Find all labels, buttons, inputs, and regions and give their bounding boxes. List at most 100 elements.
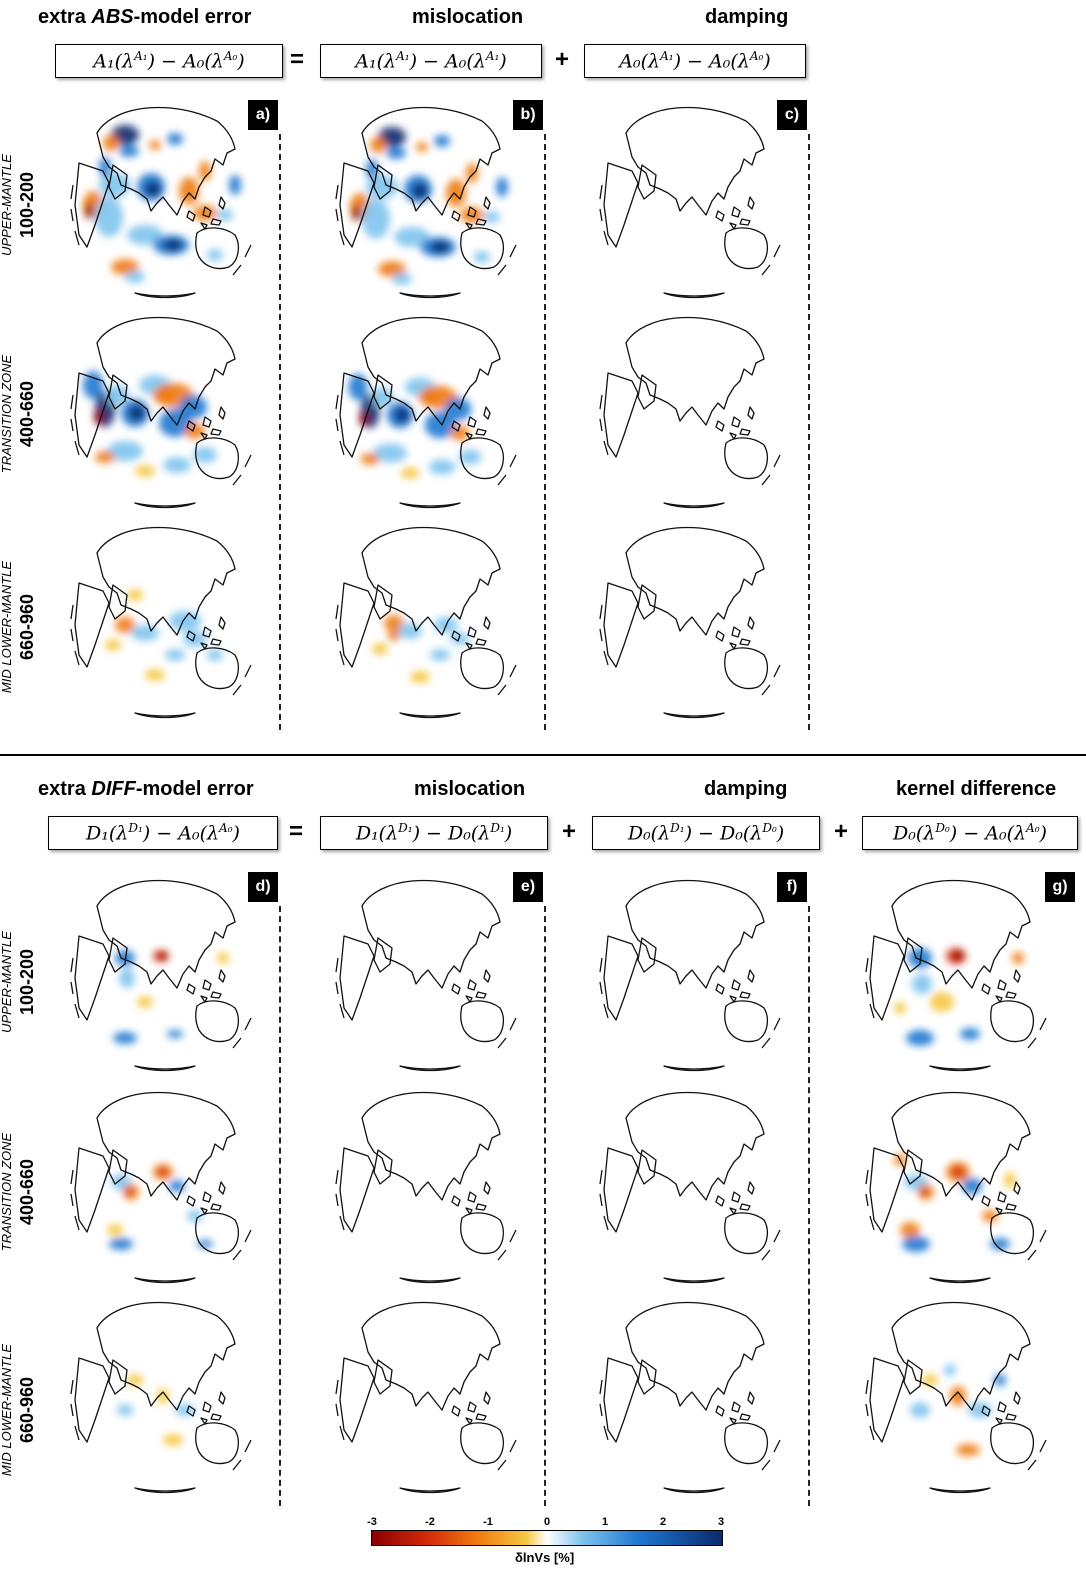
anomaly-blob [428, 459, 456, 475]
anomaly-blob [119, 968, 135, 988]
anomaly-blob [444, 397, 472, 421]
coastline [195, 1422, 240, 1465]
colorbar-tick: 2 [659, 1516, 667, 1528]
anomaly-blob [158, 1167, 168, 1177]
anomaly-blob [352, 205, 360, 221]
anomaly-blob [458, 449, 482, 465]
coastline [891, 1301, 1031, 1411]
anomaly-blob [129, 405, 145, 421]
coastline [1013, 1181, 1021, 1195]
coastline [210, 218, 222, 226]
globe-map [335, 1091, 517, 1284]
coastline [186, 983, 196, 995]
row-label-transition-bottom: TRANSITION ZONE 400-660 [0, 1132, 37, 1252]
anomaly-blob [388, 629, 400, 641]
anomaly-blob [990, 1238, 1010, 1250]
coastline [865, 1379, 1047, 1471]
anomaly-blob [920, 1188, 928, 1196]
anomaly-blob [95, 197, 123, 237]
colorbar [371, 1530, 723, 1546]
anomaly-blob [125, 1188, 133, 1196]
divider-d [279, 906, 281, 1506]
coastline [465, 995, 473, 1003]
coastline [186, 1195, 196, 1207]
coastline [891, 1091, 1031, 1201]
coastline [74, 582, 110, 668]
colorbar-tick: 1 [601, 1516, 609, 1528]
anomaly-blob [199, 161, 211, 181]
coastline [475, 428, 487, 436]
coastline [729, 1417, 737, 1425]
globe-map [70, 526, 252, 719]
equation-term-mislocation-diff: D₁(λD₁) − D₀(λD₁) [320, 816, 548, 850]
coastline [729, 1207, 737, 1215]
coastline [186, 630, 196, 642]
globe-map [599, 879, 781, 1072]
anomaly-blob [169, 1180, 185, 1192]
anomaly-blob [163, 457, 191, 473]
anomaly-blob [944, 1364, 956, 1376]
coastline [399, 502, 461, 509]
coastline [637, 1149, 657, 1185]
coastline [715, 420, 725, 432]
anomaly-blob [167, 133, 183, 145]
coastline [200, 222, 208, 230]
coastline [70, 184, 252, 276]
coastline [200, 1417, 208, 1425]
coastline [108, 164, 128, 200]
row-label-transition-top: TRANSITION ZONE 400-660 [0, 354, 37, 474]
coastline [724, 1000, 769, 1043]
anomaly-blob [394, 227, 430, 247]
title-abs-error: extra ABS-model error [38, 6, 252, 28]
anomaly-blob [908, 948, 932, 968]
equals-sign-top: = [290, 46, 305, 73]
coastline [663, 712, 725, 719]
globe-map [865, 1091, 1047, 1284]
anomaly-blob [430, 241, 450, 253]
equation-term-damping-diff: D₀(λD₁) − D₀(λD₀) [592, 816, 820, 850]
coastline [715, 1405, 725, 1417]
anomaly-blob [229, 175, 241, 195]
coastline [361, 526, 501, 636]
coastline [997, 1191, 1007, 1203]
anomaly-blob [416, 142, 428, 152]
coastline [739, 1203, 751, 1211]
coastline [599, 957, 781, 1049]
coastline [465, 432, 473, 440]
coastline [995, 1207, 1003, 1215]
anomaly-blob [962, 1178, 982, 1194]
title-kernel-difference: kernel difference [896, 778, 1057, 800]
coastline [599, 1379, 781, 1471]
coastline [483, 969, 491, 983]
coastline [399, 712, 461, 719]
anomaly-blob [145, 181, 161, 197]
anomaly-blob [394, 407, 410, 423]
coastline [70, 1169, 252, 1261]
anomaly-blob [185, 423, 205, 439]
coastline [460, 1422, 505, 1465]
anomaly-blob [217, 209, 233, 221]
anomaly-blob [1004, 1172, 1016, 1188]
coastline [96, 526, 236, 636]
colorbar-tick: -1 [483, 1516, 493, 1528]
coastline [903, 1149, 923, 1185]
coastline [335, 394, 517, 486]
coastline [1013, 1391, 1021, 1405]
anomaly-blob [372, 443, 408, 463]
coastline [731, 416, 741, 428]
anomaly-blob [159, 952, 167, 960]
coastline [467, 416, 477, 428]
coastline [134, 1065, 196, 1072]
title-mislocation-top: mislocation [412, 6, 524, 28]
coastline [483, 1181, 491, 1195]
coastline [637, 1359, 657, 1395]
coastline [990, 1000, 1035, 1043]
anomaly-blob [400, 467, 420, 479]
equation-term-damping-abs: A₀(λA₁) − A₀(λA₀) [584, 44, 806, 78]
coastline [451, 420, 461, 432]
globe-map [335, 106, 517, 299]
anomaly-blob [179, 177, 199, 205]
coastline [186, 210, 196, 222]
globe-map [599, 526, 781, 719]
coastline [747, 406, 755, 420]
